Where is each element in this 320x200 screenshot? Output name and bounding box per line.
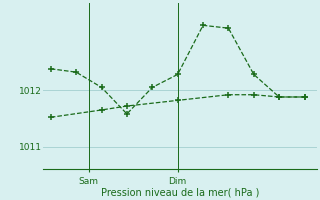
X-axis label: Pression niveau de la mer( hPa ): Pression niveau de la mer( hPa ): [101, 187, 260, 197]
